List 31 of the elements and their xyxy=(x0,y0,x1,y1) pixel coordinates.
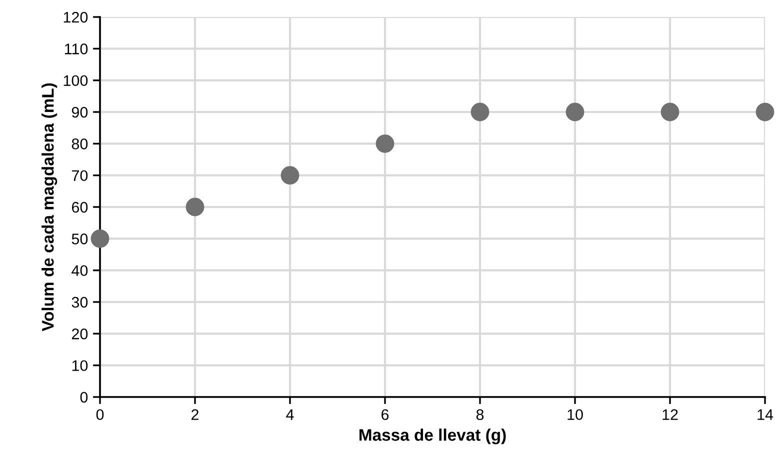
y-tick-label: 90 xyxy=(72,106,88,118)
x-tick-label: 6 xyxy=(382,409,389,420)
y-tick-label: 10 xyxy=(72,360,88,372)
x-tick-label: 0 xyxy=(96,409,104,420)
x-tick-label: 4 xyxy=(286,409,294,420)
x-axis-title: Massa de llevat (g) xyxy=(360,428,506,444)
y-tick-label: 120 xyxy=(64,12,88,23)
point xyxy=(566,102,584,122)
y-tick-label: 50 xyxy=(72,234,88,244)
y-axis-title: Volum de cada magdalena (mL) xyxy=(42,83,58,332)
point xyxy=(186,198,204,216)
x-tick-label: 14 xyxy=(758,409,774,420)
x-tick-label: 2 xyxy=(192,409,198,420)
y-tick-label: 100 xyxy=(64,75,88,86)
x-tick-label: 8 xyxy=(476,409,484,420)
y-tick-label: 70 xyxy=(72,170,88,182)
point xyxy=(90,229,110,248)
y-tick-label: 40 xyxy=(72,265,88,276)
point xyxy=(470,102,490,122)
point xyxy=(280,166,300,185)
y-tick-label: 80 xyxy=(72,138,88,150)
y-tick-label: 110 xyxy=(65,44,88,54)
point xyxy=(660,102,680,122)
y-tick-label: 60 xyxy=(72,202,88,213)
y-tick-label: 30 xyxy=(72,296,88,308)
point xyxy=(756,102,774,122)
x-tick-label: 12 xyxy=(662,409,678,420)
x-tick-label: 10 xyxy=(568,409,583,420)
y-tick-label: 20 xyxy=(72,328,88,340)
point xyxy=(376,134,394,153)
y-tick-label: 0 xyxy=(80,392,88,403)
